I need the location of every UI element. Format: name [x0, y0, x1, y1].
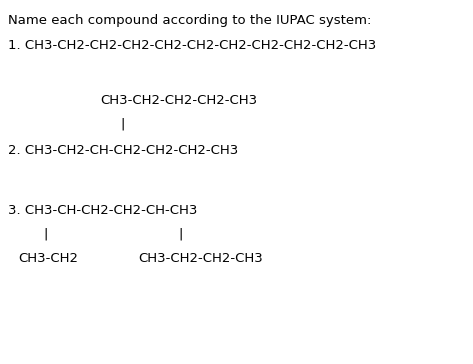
Text: 3. CH3-CH-CH2-CH2-CH-CH3: 3. CH3-CH-CH2-CH2-CH-CH3 — [8, 204, 197, 217]
Text: 1. CH3-CH2-CH2-CH2-CH2-CH2-CH2-CH2-CH2-CH2-CH3: 1. CH3-CH2-CH2-CH2-CH2-CH2-CH2-CH2-CH2-C… — [8, 39, 376, 52]
Text: CH3-CH2-CH2-CH3: CH3-CH2-CH2-CH3 — [138, 252, 263, 265]
Text: |: | — [178, 227, 183, 240]
Text: |: | — [43, 227, 47, 240]
Text: Name each compound according to the IUPAC system:: Name each compound according to the IUPA… — [8, 14, 371, 27]
Text: CH3-CH2: CH3-CH2 — [18, 252, 78, 265]
Text: 2. CH3-CH2-CH-CH2-CH2-CH2-CH3: 2. CH3-CH2-CH-CH2-CH2-CH2-CH3 — [8, 144, 238, 157]
Text: CH3-CH2-CH2-CH2-CH3: CH3-CH2-CH2-CH2-CH3 — [100, 94, 257, 107]
Text: |: | — [120, 117, 124, 130]
